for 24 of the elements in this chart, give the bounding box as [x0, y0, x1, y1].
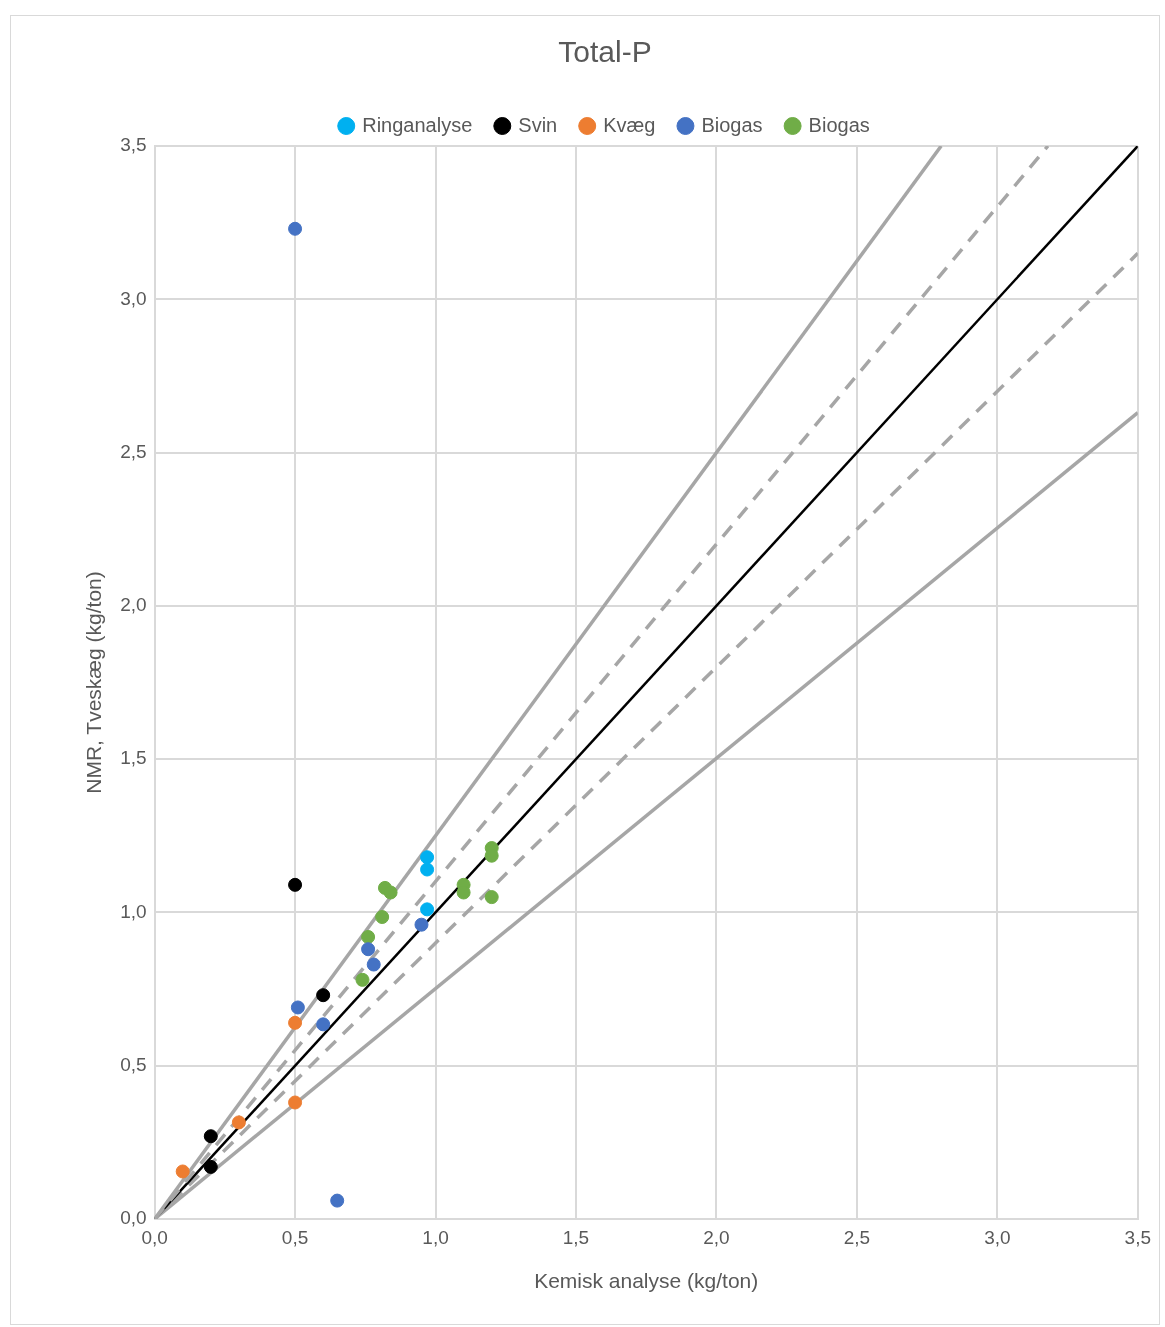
y-tick-label: 3,5 [120, 134, 147, 156]
y-tick-label: 1,5 [120, 747, 147, 769]
x-tick-label: 2,5 [843, 1226, 871, 1248]
y-tick-label: 3,0 [120, 287, 147, 309]
x-tick-label: 3,5 [1124, 1226, 1151, 1248]
legend-label: Kvæg [603, 113, 656, 136]
y-axis-title: NMR, Tveskæg (kg/ton) [82, 571, 106, 794]
legend-label: Ringanalyse [362, 113, 473, 136]
x-tick-label: 0,5 [281, 1226, 309, 1248]
y-tick-label: 2,5 [120, 440, 147, 462]
y-tick-label: 1,0 [120, 900, 147, 922]
y-tick-label: 0,0 [120, 1207, 147, 1229]
legend-label: Biogas [808, 113, 870, 136]
x-tick-label: 1,5 [562, 1226, 590, 1248]
legend-label: Svin [518, 113, 558, 136]
x-axis-title: Kemisk analyse (kg/ton) [534, 1269, 759, 1293]
x-tick-label: 2,0 [703, 1226, 730, 1248]
x-tick-label: 3,0 [984, 1226, 1011, 1248]
x-tick-label: 0,0 [141, 1226, 168, 1248]
y-tick-label: 2,0 [120, 594, 147, 616]
y-tick-label: 0,5 [120, 1053, 147, 1075]
chart-title: Total-P [558, 35, 652, 69]
x-tick-label: 1,0 [422, 1226, 449, 1248]
legend-label: Biogas [701, 113, 763, 136]
